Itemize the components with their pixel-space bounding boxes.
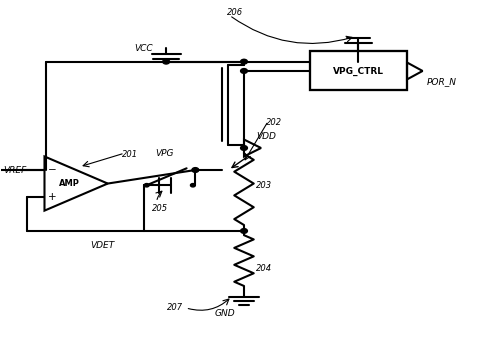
Text: AMP: AMP: [60, 179, 80, 188]
Text: VDD: VDD: [256, 132, 276, 141]
Text: −: −: [48, 165, 57, 175]
Circle shape: [241, 69, 247, 73]
Text: 203: 203: [256, 181, 272, 190]
Text: 201: 201: [122, 150, 139, 159]
Text: 204: 204: [256, 264, 272, 273]
Text: VPG_CTRL: VPG_CTRL: [333, 66, 384, 75]
Text: 206: 206: [227, 8, 243, 17]
Text: 205: 205: [152, 204, 168, 213]
Circle shape: [144, 184, 149, 187]
Circle shape: [190, 184, 195, 187]
Circle shape: [241, 228, 247, 233]
FancyBboxPatch shape: [310, 51, 407, 90]
Circle shape: [241, 59, 247, 64]
Circle shape: [241, 146, 247, 150]
Text: 207: 207: [167, 303, 183, 312]
Circle shape: [192, 168, 199, 172]
Circle shape: [163, 59, 169, 64]
Text: GND: GND: [214, 309, 235, 318]
Text: VDET: VDET: [91, 241, 115, 250]
Text: VREF: VREF: [3, 166, 26, 174]
Text: +: +: [48, 192, 57, 202]
Text: VPG: VPG: [155, 149, 173, 158]
Text: 202: 202: [266, 118, 282, 127]
Text: VCC: VCC: [135, 44, 153, 53]
Text: POR_N: POR_N: [427, 78, 456, 86]
